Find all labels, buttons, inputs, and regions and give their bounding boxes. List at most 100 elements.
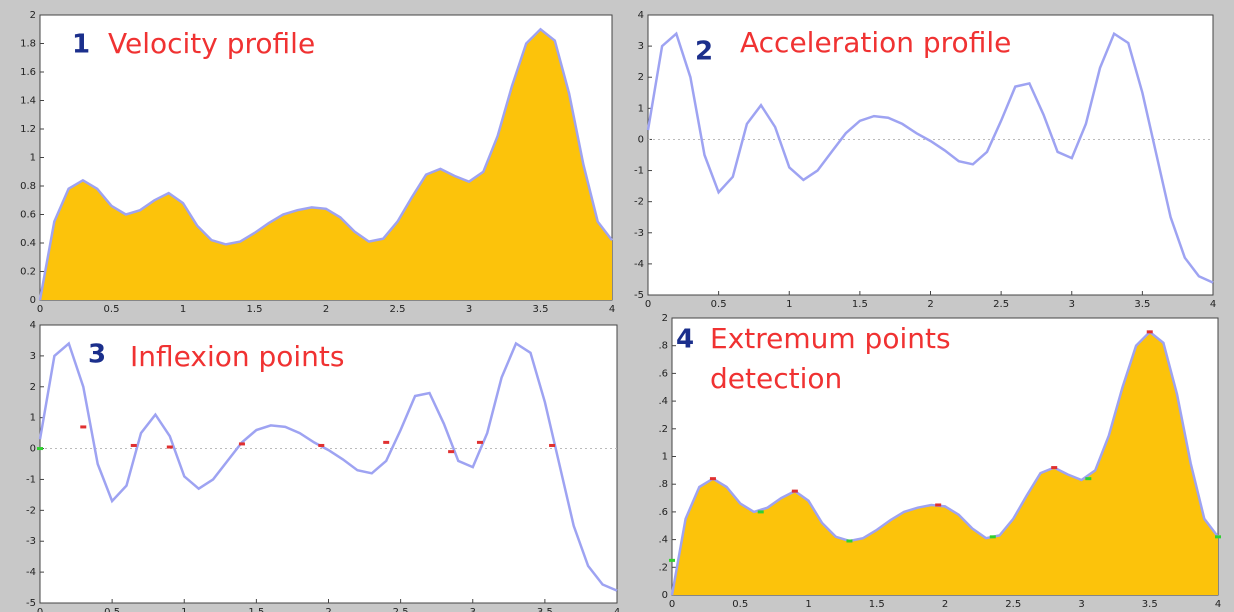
marker: [80, 425, 87, 429]
y-tick-label: 1: [638, 103, 644, 114]
curve: [646, 31, 1214, 284]
marker: [757, 510, 764, 514]
y-tick-label: .2: [658, 424, 668, 435]
x-tick-label: 0: [645, 299, 651, 310]
y-tick-label: .2: [658, 562, 668, 573]
x-tick-label: 1: [786, 299, 792, 310]
x-tick-label: 0.5: [711, 299, 727, 310]
y-tick-label: 0: [662, 590, 668, 601]
x-tick-label: 3.5: [1134, 299, 1150, 310]
y-tick-label: .6: [658, 368, 668, 379]
marker: [1146, 330, 1153, 334]
panel-title: Acceleration profile: [740, 26, 1011, 59]
y-tick-label: 4: [30, 320, 36, 331]
marker: [476, 440, 483, 444]
y-tick-label: 2: [662, 313, 668, 324]
panel: -5 -4 -3 -2 -1 0 1 2 3 4 0 0.5 1 1.5 2 2.5 3 3.5 4 3 Inflexi…: [26, 320, 620, 612]
panel: 0 0.2 0.4 0.6 0.8 1 1.2 1.4 1.6 1.8 2 0 0.5 1 1.5 2 2.5 3…: [20, 10, 615, 315]
y-tick-label: 0.4: [20, 238, 36, 249]
panel-title: Extremum points: [710, 322, 951, 355]
y-tick-label: -5: [634, 290, 644, 301]
x-tick-label: 3: [470, 607, 476, 612]
y-tick-label: .8: [658, 479, 668, 490]
curve: [38, 27, 613, 301]
x-tick-label: 2.5: [393, 607, 409, 612]
marker: [383, 440, 390, 444]
y-tick-label: -1: [634, 166, 644, 177]
x-tick-label: 3.5: [533, 304, 549, 315]
y-tick-label: -5: [26, 598, 36, 609]
marker: [1085, 477, 1092, 481]
x-tick-label: 1: [805, 599, 811, 610]
y-tick-label: -3: [634, 228, 644, 239]
marker: [1215, 535, 1221, 539]
x-tick-label: 2.5: [390, 304, 406, 315]
y-tick-label: 2: [638, 72, 644, 83]
y-tick-label: 2: [30, 10, 36, 21]
marker: [238, 442, 245, 446]
y-tick-label: 0.6: [20, 210, 36, 221]
area: [40, 29, 612, 301]
y-tick-label: -3: [26, 536, 36, 547]
y-tick-label: 0: [638, 134, 644, 145]
curve: [38, 341, 618, 592]
marker: [669, 558, 675, 562]
y-tick-label: 0.2: [20, 267, 36, 278]
x-tick-label: 4: [614, 607, 620, 612]
x-tick-label: 2: [942, 599, 948, 610]
y-tick-label: 1.2: [20, 124, 36, 135]
x-tick-label: 2: [325, 607, 331, 612]
y-tick-label: 0: [30, 444, 36, 455]
y-tick-label: 2: [30, 382, 36, 393]
x-tick-label: 1.5: [248, 607, 264, 612]
x-tick-label: 2: [927, 299, 933, 310]
x-tick-label: 3: [1069, 299, 1075, 310]
y-tick-label: 1: [662, 452, 668, 463]
marker: [448, 450, 455, 454]
x-tick-label: 2.5: [993, 299, 1009, 310]
x-tick-label: 3: [1078, 599, 1084, 610]
panel-number: 2: [695, 37, 713, 67]
y-tick-label: 1.4: [20, 96, 36, 107]
y-tick-label: -1: [26, 474, 36, 485]
x-tick-label: 0: [37, 304, 43, 315]
y-tick-label: -2: [634, 197, 644, 208]
marker: [791, 489, 798, 493]
marker: [318, 443, 325, 447]
x-tick-label: 2.5: [1005, 599, 1021, 610]
y-tick-label: -2: [26, 505, 36, 516]
y-tick-label: -4: [26, 567, 36, 578]
x-tick-label: 0: [37, 607, 43, 612]
x-tick-label: 1.5: [869, 599, 885, 610]
marker: [935, 503, 942, 507]
marker: [549, 443, 556, 447]
plot-area: [647, 14, 1214, 296]
x-tick-label: 4: [1215, 599, 1221, 610]
x-tick-label: 1.5: [247, 304, 263, 315]
x-tick-label: 0.5: [732, 599, 748, 610]
y-tick-label: 1: [30, 413, 36, 424]
x-tick-label: 3.5: [537, 607, 553, 612]
panel-title: Inflexion points: [130, 340, 345, 373]
marker: [130, 443, 137, 447]
y-tick-label: .4: [658, 535, 668, 546]
panel-title: Velocity profile: [108, 27, 315, 60]
y-tick-label: 3: [30, 351, 36, 362]
panel-number: 3: [88, 340, 106, 370]
x-tick-label: 1: [180, 304, 186, 315]
plot-area: [39, 324, 618, 604]
y-tick-label: -4: [634, 259, 644, 270]
marker: [1051, 466, 1058, 470]
panel: -5 -4 -3 -2 -1 0 1 2 3 4 0 0.5 1 1.5 2 2.5 3 3.5 4 2 Acceler…: [634, 10, 1216, 310]
marker: [709, 477, 716, 481]
x-tick-label: 4: [1210, 299, 1216, 310]
panel-title: detection: [710, 362, 842, 395]
y-tick-label: 0.8: [20, 181, 36, 192]
marker: [846, 539, 853, 543]
marker: [37, 447, 43, 451]
x-tick-label: 0.5: [104, 607, 120, 612]
x-tick-label: 1.5: [852, 299, 868, 310]
y-tick-label: .8: [658, 341, 668, 352]
y-tick-label: 1.6: [20, 67, 36, 78]
y-tick-label: .6: [658, 507, 668, 518]
